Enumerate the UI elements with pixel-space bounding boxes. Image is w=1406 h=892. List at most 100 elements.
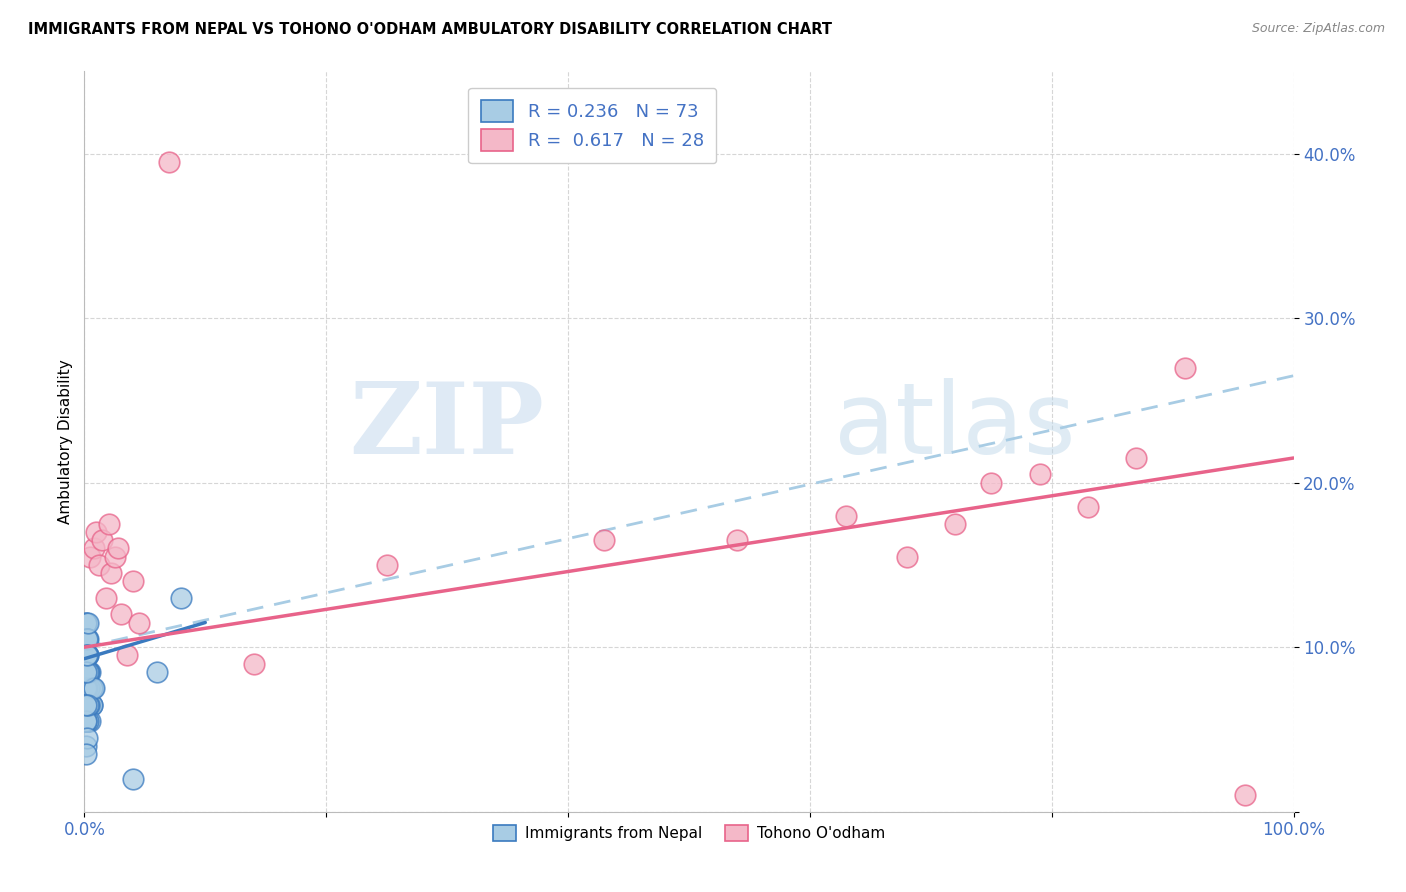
Point: [76, 665, 98, 679]
Point: [76, 698, 98, 712]
Point: [77, 698, 100, 712]
Point: [128, 615, 150, 630]
Point: [75, 648, 97, 663]
Point: [76, 648, 98, 663]
Point: [76, 681, 98, 696]
Point: [76, 648, 98, 663]
Point: [100, 566, 122, 581]
Point: [375, 558, 398, 572]
Point: [77, 665, 100, 679]
Point: [980, 475, 1002, 490]
Text: atlas: atlas: [834, 378, 1076, 475]
Point: [77, 681, 100, 696]
Point: [75, 665, 97, 679]
Point: [115, 648, 138, 663]
Point: [1125, 450, 1147, 465]
Point: [75, 632, 97, 646]
Point: [75, 714, 97, 729]
Point: [80, 698, 103, 712]
Point: [77, 714, 100, 729]
Point: [76, 632, 98, 646]
Point: [77, 648, 100, 663]
Point: [76, 665, 98, 679]
Point: [1028, 467, 1050, 482]
Point: [76, 648, 98, 663]
Point: [77, 665, 100, 679]
Point: [91, 533, 114, 548]
Point: [75, 698, 97, 712]
Point: [75, 714, 97, 729]
Point: [79, 714, 101, 729]
Point: [79, 698, 101, 712]
Point: [77, 714, 100, 729]
Point: [80, 681, 103, 696]
Point: [76, 648, 98, 663]
Point: [76, 681, 98, 696]
Point: [77, 665, 100, 679]
Text: ZIP: ZIP: [349, 378, 544, 475]
Point: [77, 648, 100, 663]
Point: [75, 739, 97, 753]
Text: Source: ZipAtlas.com: Source: ZipAtlas.com: [1251, 22, 1385, 36]
Point: [77, 665, 100, 679]
Point: [75, 681, 97, 696]
Point: [75, 681, 97, 696]
Point: [77, 698, 100, 712]
Point: [76, 731, 98, 745]
Point: [75, 698, 97, 712]
Point: [77, 681, 100, 696]
Point: [110, 607, 132, 622]
Point: [76, 714, 98, 729]
Point: [107, 541, 129, 556]
Text: IMMIGRANTS FROM NEPAL VS TOHONO O'ODHAM AMBULATORY DISABILITY CORRELATION CHART: IMMIGRANTS FROM NEPAL VS TOHONO O'ODHAM …: [28, 22, 832, 37]
Point: [77, 665, 100, 679]
Point: [835, 508, 858, 523]
Point: [75, 681, 97, 696]
Point: [77, 632, 100, 646]
Point: [87, 558, 110, 572]
Point: [77, 665, 100, 679]
Point: [76, 648, 98, 663]
Point: [77, 681, 100, 696]
Point: [75, 665, 97, 679]
Point: [77, 615, 100, 630]
Point: [121, 772, 143, 786]
Point: [83, 541, 105, 556]
Point: [943, 516, 966, 531]
Point: [79, 549, 101, 564]
Point: [1077, 500, 1099, 515]
Point: [121, 574, 143, 589]
Point: [86, 524, 108, 539]
Point: [75, 681, 97, 696]
Point: [97, 516, 120, 531]
Point: [725, 533, 748, 548]
Point: [896, 549, 918, 564]
Point: [76, 698, 98, 712]
Point: [1234, 789, 1257, 803]
Point: [75, 698, 97, 712]
Point: [75, 681, 97, 696]
Point: [94, 591, 117, 605]
Point: [80, 698, 103, 712]
Legend: Immigrants from Nepal, Tohono O'odham: Immigrants from Nepal, Tohono O'odham: [485, 817, 893, 848]
Point: [75, 714, 97, 729]
Point: [75, 714, 97, 729]
Point: [76, 714, 98, 729]
Point: [77, 698, 100, 712]
Point: [76, 632, 98, 646]
Point: [170, 591, 193, 605]
Y-axis label: Ambulatory Disability: Ambulatory Disability: [58, 359, 73, 524]
Point: [75, 665, 97, 679]
Point: [75, 615, 97, 630]
Point: [76, 632, 98, 646]
Point: [593, 533, 616, 548]
Point: [157, 154, 180, 169]
Point: [76, 714, 98, 729]
Point: [82, 681, 104, 696]
Point: [83, 681, 105, 696]
Point: [242, 657, 264, 671]
Point: [104, 549, 127, 564]
Point: [146, 665, 169, 679]
Point: [75, 615, 97, 630]
Point: [1174, 360, 1197, 375]
